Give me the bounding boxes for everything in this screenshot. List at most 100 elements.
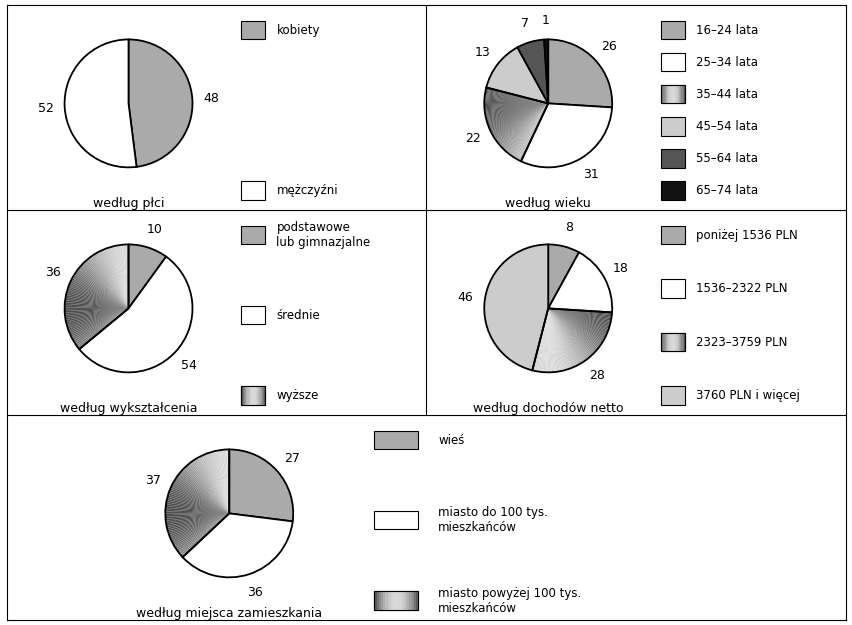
Wedge shape <box>69 283 129 308</box>
Wedge shape <box>70 308 129 336</box>
Wedge shape <box>178 474 229 513</box>
Wedge shape <box>548 308 611 315</box>
Wedge shape <box>123 244 129 308</box>
Wedge shape <box>165 504 229 513</box>
Text: 3760 PLN i więcej: 3760 PLN i więcej <box>695 389 799 402</box>
Wedge shape <box>544 39 548 103</box>
Wedge shape <box>510 103 548 156</box>
Wedge shape <box>548 308 606 337</box>
Wedge shape <box>488 103 548 129</box>
Wedge shape <box>548 308 605 338</box>
Bar <box>681 85 682 104</box>
Wedge shape <box>484 98 548 103</box>
Bar <box>241 386 265 405</box>
Wedge shape <box>167 513 229 530</box>
Wedge shape <box>484 96 548 103</box>
Wedge shape <box>548 308 561 371</box>
Text: 36: 36 <box>45 266 61 279</box>
Wedge shape <box>501 103 548 148</box>
Text: 22: 22 <box>464 132 481 145</box>
Wedge shape <box>548 308 598 349</box>
Wedge shape <box>75 308 129 345</box>
Wedge shape <box>223 449 229 513</box>
Bar <box>661 332 663 351</box>
Text: 13: 13 <box>474 46 490 59</box>
Wedge shape <box>166 513 229 526</box>
Text: 65–74 lata: 65–74 lata <box>695 184 757 197</box>
Bar <box>660 226 684 244</box>
Wedge shape <box>503 103 548 149</box>
Wedge shape <box>169 513 229 535</box>
Wedge shape <box>485 92 548 103</box>
Wedge shape <box>538 308 548 372</box>
Wedge shape <box>548 308 570 369</box>
Bar <box>246 386 247 405</box>
Wedge shape <box>181 469 229 513</box>
Wedge shape <box>127 244 129 308</box>
Bar <box>673 85 675 104</box>
Text: 48: 48 <box>204 92 219 104</box>
Wedge shape <box>496 103 548 142</box>
Wedge shape <box>165 513 229 517</box>
Wedge shape <box>66 291 129 308</box>
Wedge shape <box>165 513 229 522</box>
Wedge shape <box>485 103 548 116</box>
Wedge shape <box>548 308 551 372</box>
Wedge shape <box>72 308 129 339</box>
Wedge shape <box>104 249 129 308</box>
Wedge shape <box>71 308 129 337</box>
Wedge shape <box>508 103 548 154</box>
Wedge shape <box>498 103 548 144</box>
Text: podstawowe
lub gimnazjalne: podstawowe lub gimnazjalne <box>276 221 371 249</box>
Wedge shape <box>484 98 548 103</box>
Bar <box>683 332 684 351</box>
Wedge shape <box>491 103 548 134</box>
Wedge shape <box>521 103 612 168</box>
Bar <box>665 332 666 351</box>
Text: 45–54 lata: 45–54 lata <box>695 120 757 133</box>
Wedge shape <box>541 308 548 372</box>
Wedge shape <box>176 475 229 513</box>
Wedge shape <box>548 308 583 362</box>
Wedge shape <box>548 308 594 354</box>
Wedge shape <box>68 308 129 332</box>
Wedge shape <box>485 89 548 103</box>
Wedge shape <box>172 513 229 544</box>
Bar <box>416 591 417 610</box>
Wedge shape <box>165 508 229 513</box>
Wedge shape <box>486 103 548 121</box>
Wedge shape <box>170 513 229 539</box>
Wedge shape <box>548 308 558 372</box>
Wedge shape <box>485 103 548 118</box>
Wedge shape <box>75 272 129 308</box>
Text: 7: 7 <box>521 17 528 30</box>
Bar <box>389 591 391 610</box>
Wedge shape <box>180 471 229 513</box>
Wedge shape <box>489 103 548 131</box>
Text: 55–64 lata: 55–64 lata <box>695 152 757 165</box>
Bar <box>671 85 672 104</box>
Bar <box>660 117 684 136</box>
Wedge shape <box>209 452 229 513</box>
Wedge shape <box>99 251 129 308</box>
Text: 28: 28 <box>589 369 604 382</box>
Wedge shape <box>82 264 129 308</box>
Wedge shape <box>548 308 611 321</box>
Wedge shape <box>543 308 548 372</box>
Bar <box>664 85 665 104</box>
Wedge shape <box>484 103 548 108</box>
Bar <box>241 386 265 405</box>
Wedge shape <box>548 308 606 336</box>
Bar <box>400 591 402 610</box>
Wedge shape <box>89 258 129 308</box>
Wedge shape <box>65 308 129 318</box>
Bar <box>405 591 406 610</box>
Wedge shape <box>69 308 129 334</box>
Wedge shape <box>548 308 599 348</box>
Wedge shape <box>167 513 229 532</box>
Bar <box>254 386 256 405</box>
Wedge shape <box>548 308 575 366</box>
Wedge shape <box>548 308 609 326</box>
Wedge shape <box>67 308 129 329</box>
Wedge shape <box>185 466 229 513</box>
